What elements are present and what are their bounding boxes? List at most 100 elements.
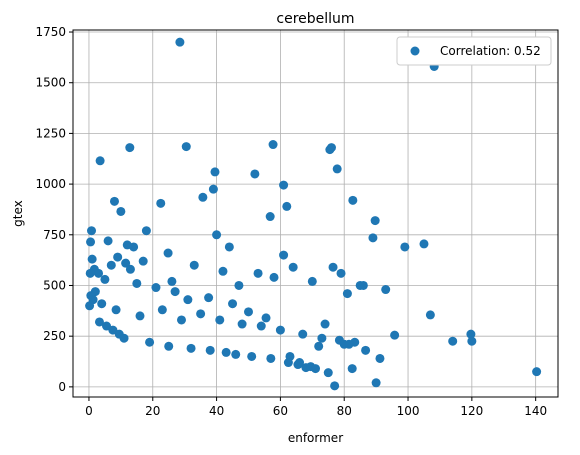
- x-tick-label: 80: [337, 404, 352, 418]
- y-tick-label: 500: [43, 278, 66, 292]
- scatter-point: [307, 276, 317, 286]
- scatter-point: [156, 198, 166, 208]
- scatter-point: [231, 349, 241, 359]
- scatter-point: [176, 315, 186, 325]
- x-tick-label: 60: [273, 404, 288, 418]
- scatter-point: [419, 239, 429, 249]
- y-tick-label: 1250: [35, 126, 66, 140]
- scatter-point: [275, 325, 285, 335]
- scatter-point: [87, 226, 97, 236]
- scatter-point: [261, 313, 271, 323]
- x-axis-label: enformer: [288, 431, 343, 445]
- scatter-point: [87, 254, 97, 264]
- scatter-point: [175, 37, 185, 47]
- legend: Correlation: 0.52: [396, 36, 552, 66]
- scatter-point: [94, 317, 104, 327]
- scatter-point: [204, 293, 214, 303]
- scatter-point: [129, 242, 139, 252]
- scatter-point: [348, 195, 358, 205]
- scatter-point: [370, 216, 380, 226]
- y-tick-label: 250: [43, 329, 66, 343]
- scatter-point: [332, 164, 342, 174]
- scatter-point: [157, 305, 167, 315]
- x-tick-label: 140: [524, 404, 547, 418]
- scatter-point: [113, 252, 123, 262]
- scatter-point: [170, 287, 180, 297]
- scatter-point: [368, 233, 378, 243]
- scatter-point: [334, 335, 344, 345]
- scatter-point: [125, 143, 135, 153]
- scatter-point: [298, 329, 308, 339]
- y-tick-label: 1750: [35, 25, 66, 39]
- scatter-point: [279, 180, 289, 190]
- scatter-point: [212, 230, 222, 240]
- scatter-point: [283, 358, 293, 368]
- scatter-point: [111, 305, 121, 315]
- scatter-point: [425, 310, 435, 320]
- y-axis: 0 250 500 750 1000 1250 1500 1750: [35, 25, 73, 394]
- scatter-point: [103, 236, 113, 246]
- scatter-point: [400, 242, 410, 252]
- scatter-point: [198, 192, 208, 202]
- scatter-point: [95, 156, 105, 166]
- scatter-point: [135, 311, 145, 321]
- scatter-point: [100, 274, 110, 284]
- scatter-point: [106, 260, 116, 270]
- scatter-point: [186, 343, 196, 353]
- scatter-point: [466, 329, 476, 339]
- scatter-point: [116, 206, 126, 216]
- y-tick-label: 0: [58, 380, 66, 394]
- scatter-point: [361, 345, 371, 355]
- scatter-point: [320, 319, 330, 329]
- scatter-point: [330, 381, 340, 391]
- scatter-point: [243, 307, 253, 317]
- scatter-point: [268, 140, 278, 150]
- scatter-point: [256, 321, 266, 331]
- x-axis: 0 20 40 60 80 100 120 140: [85, 397, 547, 418]
- y-tick-label: 1500: [35, 76, 66, 90]
- scatter-point: [125, 264, 135, 274]
- scatter-point: [163, 248, 173, 258]
- scatter-point: [347, 364, 357, 374]
- scatter-point: [314, 341, 324, 351]
- scatter-point: [253, 268, 263, 278]
- scatter-point: [336, 268, 346, 278]
- x-tick-label: 0: [85, 404, 93, 418]
- scatter-point: [109, 196, 119, 206]
- scatter-point: [121, 258, 131, 268]
- scatter-point: [167, 276, 177, 286]
- scatter-point: [328, 262, 338, 272]
- scatter-point: [215, 315, 225, 325]
- scatter-point: [196, 309, 206, 319]
- scatter-point: [279, 250, 289, 260]
- scatter-point: [532, 367, 542, 377]
- chart-title: cerebellum: [276, 11, 354, 27]
- x-tick-label: 100: [397, 404, 420, 418]
- scatter-point: [317, 333, 327, 343]
- scatter-point: [138, 256, 148, 266]
- scatter-point: [228, 299, 238, 309]
- scatter-point: [247, 351, 257, 361]
- y-tick-label: 750: [43, 228, 66, 242]
- scatter-point: [269, 272, 279, 282]
- y-tick-label: 1000: [35, 177, 66, 191]
- legend-label: Correlation: 0.52: [440, 44, 541, 58]
- points-layer: [85, 37, 542, 391]
- scatter-point: [221, 347, 231, 357]
- y-axis-label: gtex: [11, 200, 25, 227]
- scatter-point: [311, 364, 320, 374]
- scatter-point: [181, 142, 191, 152]
- scatter-point: [164, 341, 174, 351]
- scatter-point: [102, 321, 112, 331]
- legend-box: [396, 36, 552, 66]
- scatter-point: [375, 353, 385, 363]
- scatter-point: [265, 212, 275, 222]
- x-tick-label: 20: [145, 404, 160, 418]
- scatter-point: [224, 242, 234, 252]
- scatter-point: [85, 268, 95, 278]
- scatter-point: [88, 295, 98, 305]
- scatter-point: [323, 368, 333, 378]
- x-tick-label: 40: [209, 404, 224, 418]
- scatter-point: [325, 145, 335, 155]
